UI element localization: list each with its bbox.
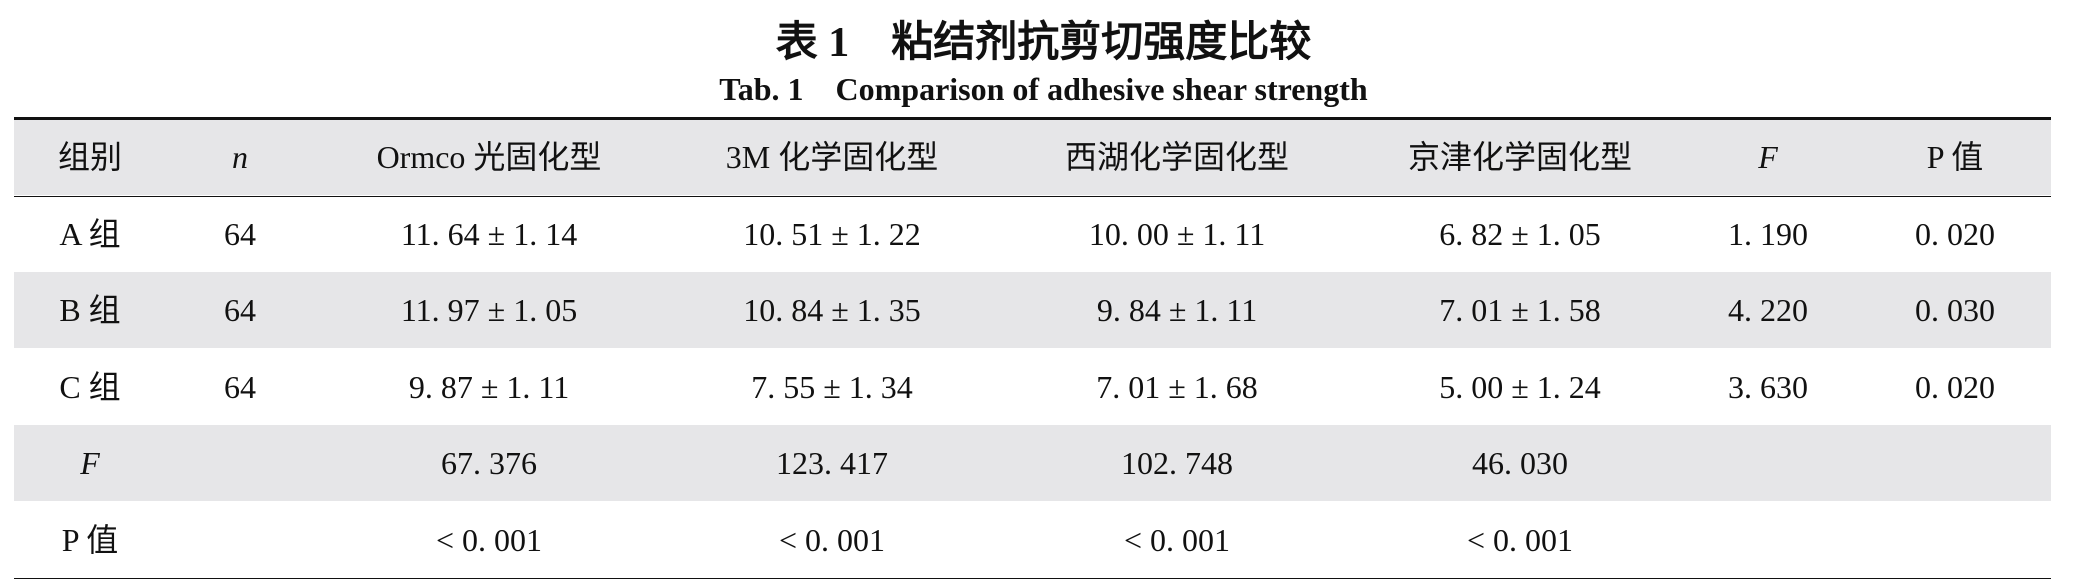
data-cell: 64 (224, 215, 256, 252)
data-cell: 64 (224, 368, 256, 405)
data-cell: 6. 82 ± 1. 05 (1439, 215, 1601, 252)
row-shade (14, 119, 2051, 195)
row-label: F (80, 445, 100, 481)
header-cell: P 值 (1926, 139, 1984, 175)
data-cell: 4. 220 (1728, 292, 1808, 328)
data-cell: 7. 01 ± 1. 58 (1439, 292, 1601, 328)
data-cell: 5. 00 ± 1. 24 (1439, 368, 1601, 405)
row-label: B 组 (59, 292, 121, 328)
row-shade (14, 425, 2051, 501)
header-cell: n (232, 139, 248, 175)
data-cell: 0. 020 (1915, 215, 1995, 252)
data-cell: 102. 748 (1121, 445, 1233, 481)
row-label: P 值 (61, 521, 119, 558)
header-cell: 西湖化学固化型 (1064, 139, 1289, 175)
header-cell: F (1758, 139, 1778, 175)
data-cell: < 0. 001 (435, 521, 543, 558)
table-title: 表 1 粘结剂抗剪切强度比较 (775, 20, 1312, 66)
data-cell: 9. 87 ± 1. 11 (408, 368, 570, 405)
row-label: A 组 (59, 215, 121, 252)
data-cell: 123. 417 (776, 445, 888, 481)
data-cell: 11. 97 ± 1. 05 (400, 292, 578, 328)
data-cell: 7. 01 ± 1. 68 (1096, 368, 1258, 405)
header-cell: 3M 化学固化型 (725, 139, 939, 175)
data-cell: 67. 376 (441, 445, 537, 481)
data-cell: 10. 51 ± 1. 22 (743, 215, 921, 252)
data-cell: < 0. 001 (778, 521, 886, 558)
header-cell: Ormco 光固化型 (376, 139, 602, 175)
data-cell: 64 (224, 292, 256, 328)
table-subtitle: Tab. 1 Comparison of adhesive shear stre… (719, 71, 1368, 107)
data-cell: 7. 55 ± 1. 34 (751, 368, 913, 405)
header-cell: 京津化学固化型 (1407, 139, 1632, 175)
data-cell: 0. 030 (1915, 292, 1995, 328)
row-label: C 组 (59, 368, 121, 405)
data-cell: 3. 630 (1728, 368, 1808, 405)
data-cell: 10. 00 ± 1. 11 (1088, 215, 1266, 252)
header-rule (14, 195, 2051, 197)
data-cell: 0. 020 (1915, 368, 1995, 405)
data-cell: 9. 84 ± 1. 11 (1096, 292, 1258, 328)
data-cell: 11. 64 ± 1. 14 (400, 215, 578, 252)
data-cell: 1. 190 (1728, 215, 1808, 252)
data-cell: 10. 84 ± 1. 35 (743, 292, 921, 328)
data-cell: < 0. 001 (1466, 521, 1574, 558)
row-shade (14, 272, 2051, 348)
data-cell: < 0. 001 (1123, 521, 1231, 558)
data-cell: 46. 030 (1472, 445, 1568, 481)
header-cell: 组别 (57, 139, 122, 175)
top-rule (14, 117, 2051, 120)
